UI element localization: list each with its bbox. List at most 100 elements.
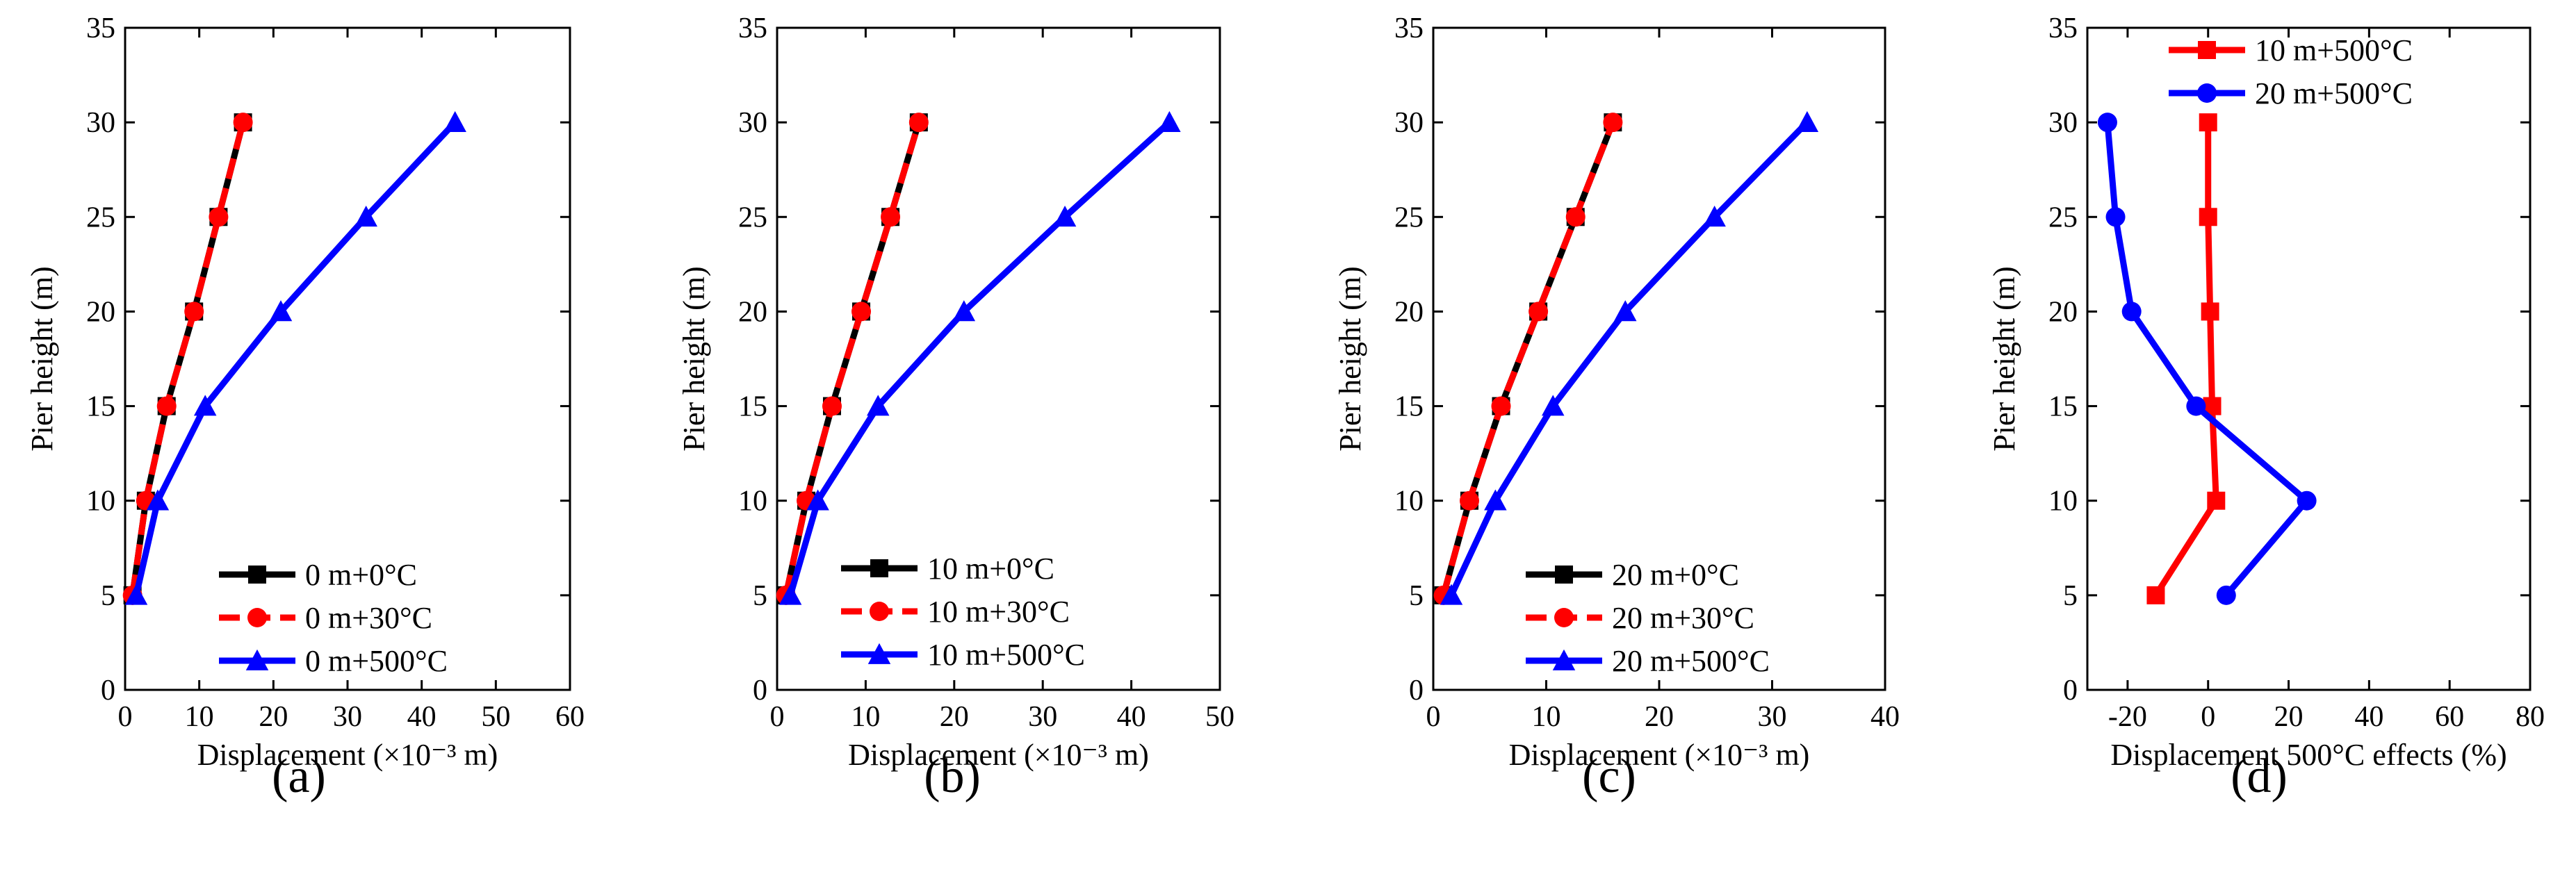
y-tick-label: 5 (101, 580, 115, 612)
y-tick-label: 20 (86, 296, 115, 328)
y-tick-label: 15 (1394, 391, 1424, 423)
y-tick-label: 35 (2048, 13, 2078, 44)
series-line (2104, 122, 2310, 597)
data-point (1529, 302, 1549, 322)
x-tick-label: 80 (2516, 701, 2545, 733)
y-tick-label: 0 (1409, 675, 1424, 707)
data-point (156, 396, 177, 416)
data-point (851, 302, 872, 322)
y-tick-label: 5 (1409, 580, 1424, 612)
series-3 (124, 110, 466, 605)
legend-marker (2197, 83, 2217, 103)
y-tick-label: 35 (738, 13, 767, 44)
legend-label: 0 m+500°C (305, 644, 448, 678)
series-2 (776, 113, 929, 605)
y-tick-label: 25 (738, 201, 767, 233)
data-point (124, 584, 148, 605)
y-tick-label: 10 (738, 486, 767, 518)
x-tick-label: -20 (2108, 701, 2147, 733)
legend: 10 m+0°C 10 m+30°C 10 m+500°C (841, 552, 1085, 672)
data-point (2207, 491, 2226, 510)
chart-panel-1: 0 5 10 15 20 25 30 35 0 10 20 30 40 50 60 Displacement … (25, 13, 585, 772)
series-line (129, 122, 246, 596)
legend-marker (1555, 566, 1573, 584)
series-line (1440, 121, 1616, 597)
data-point (1440, 584, 1463, 605)
y-tick-label: 5 (2063, 580, 2078, 612)
y-tick-label: 35 (86, 13, 115, 44)
panel-label: (c) (1582, 750, 1636, 803)
data-point (2146, 586, 2165, 604)
y-axis-title: Pier height (m) (1333, 266, 1367, 451)
series-2 (122, 113, 253, 605)
data-point (1484, 489, 1507, 511)
y-tick-label: 10 (1394, 486, 1424, 518)
data-point (209, 207, 229, 227)
y-tick-label: 15 (86, 391, 115, 423)
data-point (2199, 113, 2217, 132)
y-tick-label: 20 (738, 296, 767, 328)
data-point (952, 300, 976, 322)
data-point (1491, 396, 1511, 416)
data-point (2121, 302, 2142, 322)
data-point (1053, 206, 1077, 227)
legend-marker (248, 566, 266, 584)
data-point (1565, 207, 1585, 227)
x-tick-label: 10 (185, 701, 214, 733)
data-point (1542, 395, 1565, 416)
y-tick-label: 15 (2048, 391, 2078, 423)
chart-panel-4: 0 5 10 15 20 25 30 35 -20 0 20 40 60 80 Displacement 5… (1987, 13, 2545, 772)
data-point (233, 113, 253, 133)
x-tick-label: 0 (770, 701, 785, 733)
legend: 0 m+0°C 0 m+30°C 0 m+500°C (219, 558, 448, 678)
x-tick-label: 20 (1645, 701, 1674, 733)
x-tick-label: 30 (1758, 701, 1787, 733)
legend-label: 10 m+30°C (927, 595, 1070, 629)
legend-label: 20 m+30°C (1612, 601, 1754, 635)
x-tick-label: 40 (407, 701, 437, 733)
data-point (1603, 113, 1623, 133)
x-tick-label: 30 (333, 701, 362, 733)
y-tick-label: 30 (2048, 107, 2078, 139)
y-tick-label: 25 (2048, 201, 2078, 233)
data-point (184, 302, 204, 322)
data-point (866, 395, 890, 416)
x-tick-label: 0 (118, 701, 133, 733)
y-tick-label: 30 (86, 107, 115, 139)
plot-frame (2086, 26, 2532, 691)
series-line (783, 121, 922, 596)
series-2 (1433, 113, 1623, 605)
series-3 (778, 110, 1181, 605)
x-tick-label: 20 (2274, 701, 2304, 733)
y-tick-label: 35 (1394, 13, 1424, 44)
x-tick-label: 60 (555, 701, 585, 733)
data-point (2105, 207, 2126, 227)
data-point (1614, 300, 1637, 322)
data-point (146, 489, 170, 511)
x-axis-title: Displacement (×10⁻³ m) (197, 738, 498, 772)
data-point (1703, 206, 1726, 227)
y-axis-title: Pier height (m) (677, 266, 711, 451)
legend-label: 20 m+0°C (1612, 558, 1739, 592)
data-point (881, 207, 901, 227)
y-tick-label: 10 (86, 486, 115, 518)
x-tick-label: 20 (259, 701, 288, 733)
legend-marker (1552, 649, 1576, 670)
data-point (1795, 110, 1819, 132)
legend-marker (245, 649, 269, 670)
data-point (908, 113, 929, 133)
x-tick-label: 0 (1426, 701, 1441, 733)
legend-marker (870, 559, 888, 577)
legend: 20 m+0°C 20 m+30°C 20 m+500°C (1526, 558, 1770, 678)
y-tick-label: 25 (1394, 201, 1424, 233)
data-point (443, 110, 466, 132)
legend-label: 10 m+500°C (927, 638, 1085, 672)
y-tick-label: 0 (2063, 675, 2078, 707)
x-tick-label: 40 (1870, 701, 1900, 733)
legend-label: 0 m+30°C (305, 601, 432, 635)
x-tick-label: 50 (481, 701, 510, 733)
x-tick-label: 10 (851, 701, 880, 733)
legend-label: 10 m+0°C (927, 552, 1054, 586)
data-point (2199, 208, 2217, 226)
